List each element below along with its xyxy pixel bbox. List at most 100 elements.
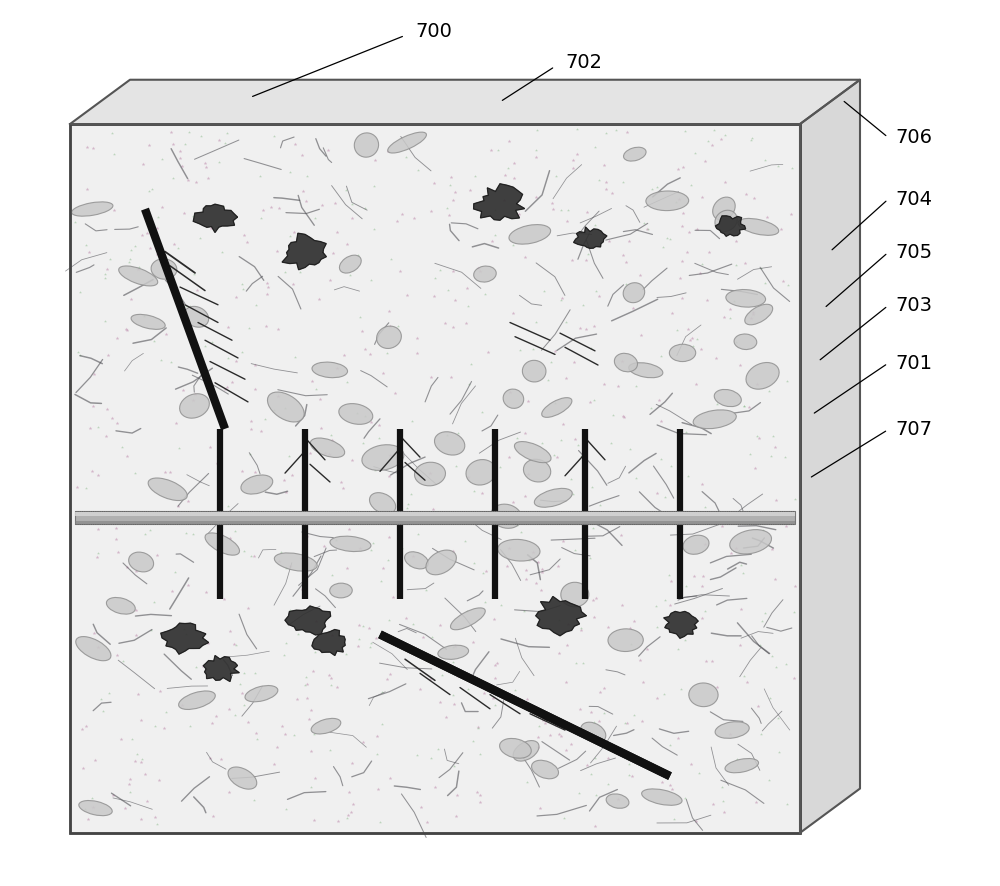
Point	[518, 563, 534, 577]
Point	[544, 196, 560, 210]
Ellipse shape	[624, 147, 646, 161]
Point	[767, 571, 783, 586]
Point	[639, 222, 655, 237]
Point	[269, 244, 285, 258]
Point	[767, 515, 783, 529]
Point	[412, 681, 428, 696]
Point	[93, 692, 109, 706]
Point	[614, 598, 630, 612]
Polygon shape	[161, 623, 209, 654]
Ellipse shape	[148, 478, 187, 501]
Point	[287, 350, 303, 364]
Point	[240, 602, 256, 616]
Point	[137, 208, 153, 222]
Point	[474, 405, 490, 419]
Point	[185, 392, 201, 407]
Point	[753, 261, 769, 276]
Point	[74, 722, 90, 736]
Polygon shape	[800, 80, 860, 833]
Point	[198, 586, 214, 600]
Point	[432, 262, 448, 276]
Point	[274, 719, 290, 734]
Point	[328, 532, 344, 547]
Point	[575, 299, 591, 313]
Ellipse shape	[606, 794, 629, 808]
Ellipse shape	[245, 686, 278, 702]
Point	[149, 817, 165, 831]
Point	[321, 668, 337, 682]
Point	[584, 479, 600, 494]
Point	[580, 246, 596, 260]
Point	[108, 521, 124, 535]
Point	[679, 245, 695, 259]
Point	[253, 424, 269, 439]
Point	[313, 421, 329, 435]
Point	[210, 450, 226, 464]
Point	[521, 553, 537, 567]
Point	[738, 187, 754, 201]
Point	[757, 606, 773, 620]
Point	[389, 214, 405, 229]
Point	[122, 253, 138, 267]
Point	[558, 370, 574, 385]
Point	[294, 148, 310, 162]
Point	[565, 487, 581, 501]
Point	[462, 183, 478, 198]
Point	[270, 389, 286, 403]
Point	[657, 593, 673, 607]
Point	[202, 377, 218, 391]
Point	[573, 623, 589, 637]
Point	[632, 268, 648, 282]
Point	[463, 357, 479, 371]
Point	[228, 638, 244, 652]
Point	[475, 566, 491, 580]
Point	[587, 139, 603, 153]
Point	[374, 717, 390, 731]
Point	[664, 781, 680, 796]
Ellipse shape	[689, 683, 718, 707]
Point	[497, 167, 513, 182]
Point	[697, 154, 713, 168]
Point	[604, 185, 620, 199]
Point	[549, 450, 565, 464]
Point	[728, 234, 744, 248]
Point	[583, 705, 599, 719]
Point	[84, 791, 100, 805]
Point	[558, 742, 574, 757]
Point	[402, 645, 418, 659]
Ellipse shape	[474, 266, 496, 282]
Point	[425, 502, 441, 517]
Point	[695, 569, 711, 583]
Point	[150, 209, 166, 223]
Point	[151, 773, 167, 787]
Ellipse shape	[623, 283, 645, 303]
Point	[189, 283, 205, 297]
Ellipse shape	[180, 393, 209, 418]
Point	[492, 460, 508, 474]
Ellipse shape	[614, 354, 638, 372]
Point	[708, 351, 724, 365]
Point	[314, 198, 330, 212]
Point	[363, 636, 379, 650]
Point	[626, 708, 642, 722]
Point	[528, 315, 544, 330]
Point	[390, 319, 406, 333]
Point	[85, 400, 101, 414]
Point	[715, 794, 731, 808]
Point	[316, 539, 332, 553]
Point	[249, 733, 265, 747]
Point	[276, 648, 292, 662]
Point	[749, 429, 765, 443]
Point	[176, 206, 192, 220]
Point	[323, 678, 339, 692]
Point	[704, 654, 720, 668]
Point	[770, 159, 786, 173]
Point	[113, 732, 129, 746]
Point	[214, 528, 230, 542]
Point	[445, 264, 461, 278]
Ellipse shape	[683, 535, 709, 555]
Point	[556, 719, 572, 733]
Point	[675, 206, 691, 221]
Point	[649, 620, 665, 634]
Point	[128, 628, 144, 642]
